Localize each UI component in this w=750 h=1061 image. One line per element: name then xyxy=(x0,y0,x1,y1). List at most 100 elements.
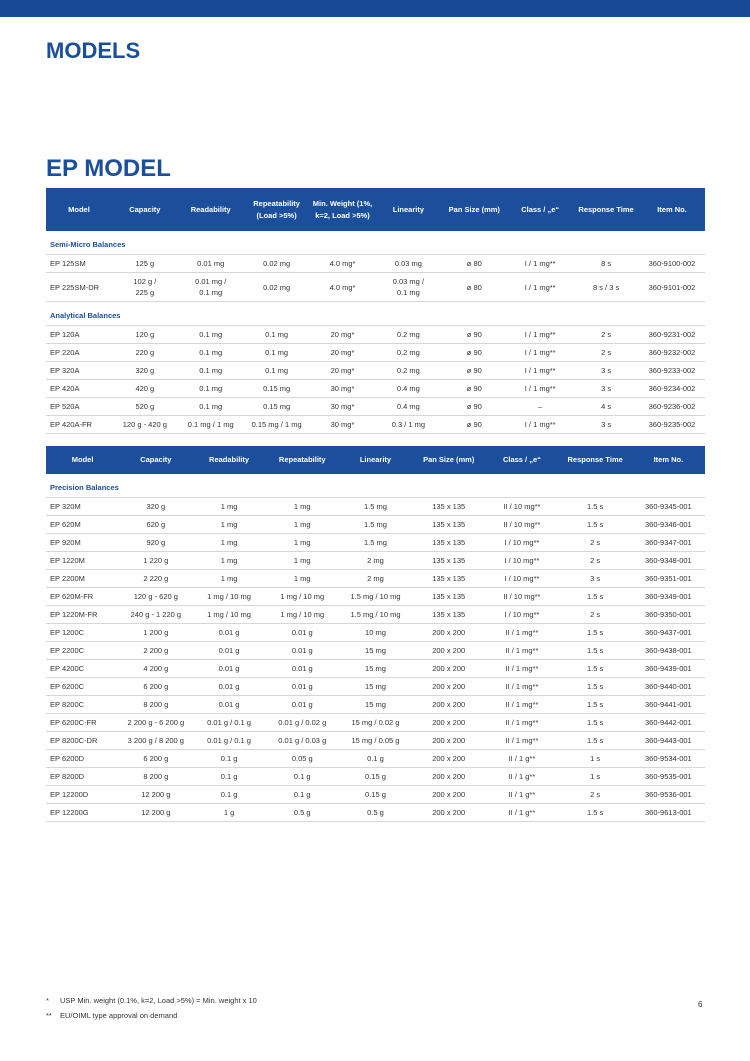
footnote-text: EU/OIML type approval on demand xyxy=(60,1011,178,1020)
table-cell: 200 x 200 xyxy=(412,713,486,732)
table-cell: 320 g xyxy=(111,361,178,380)
table-cell: 360-9231-002 xyxy=(639,325,705,344)
table-cell: 1 mg xyxy=(265,497,339,516)
table-cell: I / 1 mg** xyxy=(507,343,574,362)
table-cell: EP 2200C xyxy=(46,641,120,660)
table-cell: 1.5 s xyxy=(558,587,632,606)
table-cell: 3 s xyxy=(573,415,640,434)
group-row: Analytical Balances xyxy=(46,301,705,326)
page-number: 6 xyxy=(698,1000,703,1009)
table-cell: 30 mg* xyxy=(309,397,376,416)
table-cell: 15 mg xyxy=(338,677,413,696)
group-title: Analytical Balances xyxy=(46,301,705,326)
table-row: EP 320A 320 g 0.1 mg 0.1 mg 20 mg* 0.2 mg ø 90… xyxy=(46,361,705,380)
table-cell: 1 mg xyxy=(265,551,339,570)
table-cell: 0.01 g xyxy=(192,695,266,714)
table-cell: 2 s xyxy=(573,325,640,344)
table-row: EP 2200C 2 200 g 0.01 g 0.01 g 15 mg 200 x 20… xyxy=(46,641,705,660)
models-table: Model Capacity Readability Repeatability (L… xyxy=(46,188,705,434)
table-cell: I / 1 mg** xyxy=(507,379,574,398)
table-cell: EP 8200D xyxy=(46,767,120,786)
table-cell: I / 1 mg** xyxy=(507,254,574,273)
table-cell: 0.1 mg xyxy=(177,379,244,398)
table-cell: ø 90 xyxy=(441,343,508,362)
table-cell: 0.1 g xyxy=(338,749,413,768)
table-cell: 1 mg xyxy=(265,533,339,552)
table-cell: 2 mg xyxy=(338,569,413,588)
table-cell: 2 s xyxy=(558,785,632,804)
table-cell: 360-9443-001 xyxy=(631,731,705,750)
table-cell: ø 80 xyxy=(441,254,508,273)
footnote-mark: * xyxy=(46,996,49,1005)
table-cell: 360-9345-001 xyxy=(631,497,705,516)
table-cell: 360-9536-001 xyxy=(631,785,705,804)
table-cell: 920 g xyxy=(119,533,193,552)
table-cell: 200 x 200 xyxy=(412,803,486,822)
table-cell: 0.15 mg xyxy=(243,379,310,398)
table-cell: ø 90 xyxy=(441,415,508,434)
column-header: Item No. xyxy=(631,446,705,474)
column-header: Item No. xyxy=(639,188,705,231)
table-cell: 360-9350-001 xyxy=(631,605,705,624)
table-cell: 200 x 200 xyxy=(412,731,486,750)
table-row: EP 125SM 125 g 0.01 mg 0.02 mg 4.0 mg* 0.03 m… xyxy=(46,254,705,273)
column-header: Model xyxy=(46,446,120,474)
table-cell: 0.15 g xyxy=(338,785,413,804)
column-header: Class / „e“ xyxy=(485,446,559,474)
table-cell: 12 200 g xyxy=(119,785,193,804)
table-cell: ø 90 xyxy=(441,325,508,344)
table-cell: 0.4 mg xyxy=(375,397,442,416)
table-cell: 3 s xyxy=(573,361,640,380)
table-cell: 0.1 mg xyxy=(243,361,310,380)
table-cell: 2 s xyxy=(558,605,632,624)
table-cell: 0.01 mg xyxy=(177,254,244,273)
table-cell: 30 mg* xyxy=(309,415,376,434)
table-cell: 135 x 135 xyxy=(412,569,486,588)
header-row: Model Capacity Readability Repeatability (L… xyxy=(46,188,705,231)
table-cell: 0.01 g / 0.1 g xyxy=(192,713,266,732)
table-cell: I / 10 mg** xyxy=(485,533,559,552)
column-header: Pan Size (mm) xyxy=(412,446,486,474)
table-cell: 360-9347-001 xyxy=(631,533,705,552)
table-cell: 0.01 g xyxy=(265,677,339,696)
table-cell: 135 x 135 xyxy=(412,533,486,552)
group-row: Semi-Micro Balances xyxy=(46,231,705,255)
table-cell: 1.5 mg xyxy=(338,497,413,516)
table-cell: 15 mg xyxy=(338,659,413,678)
table-cell: 0.01 g xyxy=(265,659,339,678)
table-cell: EP 120A xyxy=(46,325,112,344)
table-cell: 3 200 g / 8 200 g xyxy=(119,731,193,750)
table-cell: EP 320A xyxy=(46,361,112,380)
table-cell: 0.2 mg xyxy=(375,325,442,344)
table-cell: 1 mg / 10 mg xyxy=(192,605,266,624)
table-row: EP 220A 220 g 0.1 mg 0.1 mg 20 mg* 0.2 mg ø 90… xyxy=(46,343,705,362)
table-row: EP 120A 120 g 0.1 mg 0.1 mg 20 mg* 0.2 mg ø 90… xyxy=(46,325,705,344)
table-cell: II / 1 mg** xyxy=(485,695,559,714)
column-header: Capacity xyxy=(111,188,178,231)
table-cell: EP 320M xyxy=(46,497,120,516)
table-cell: EP 1200C xyxy=(46,623,120,642)
table-cell: 1 200 g xyxy=(119,623,193,642)
table-cell: EP 420A xyxy=(46,379,112,398)
table-cell: 4 200 g xyxy=(119,659,193,678)
table-cell: II / 1 mg** xyxy=(485,731,559,750)
table-cell: 360-9440-001 xyxy=(631,677,705,696)
table-cell: 0.4 mg xyxy=(375,379,442,398)
table-cell: ø 90 xyxy=(441,379,508,398)
header-row: Model Capacity Readability Repeatability Lin… xyxy=(46,446,705,474)
table-cell: 320 g xyxy=(119,497,193,516)
table-cell: EP 125SM xyxy=(46,254,112,273)
table-cell: EP 4200C xyxy=(46,659,120,678)
column-header: Response Time xyxy=(573,188,640,231)
table-cell: EP 12200D xyxy=(46,785,120,804)
table-cell: 4.0 mg* xyxy=(309,272,376,302)
table-cell: 1 s xyxy=(558,749,632,768)
footnote-text: USP Min. weight (0.1%, k=2, Load >5%) = … xyxy=(60,996,257,1005)
table-cell: 0.1 mg xyxy=(177,397,244,416)
table-cell: 15 mg / 0.05 g xyxy=(338,731,413,750)
